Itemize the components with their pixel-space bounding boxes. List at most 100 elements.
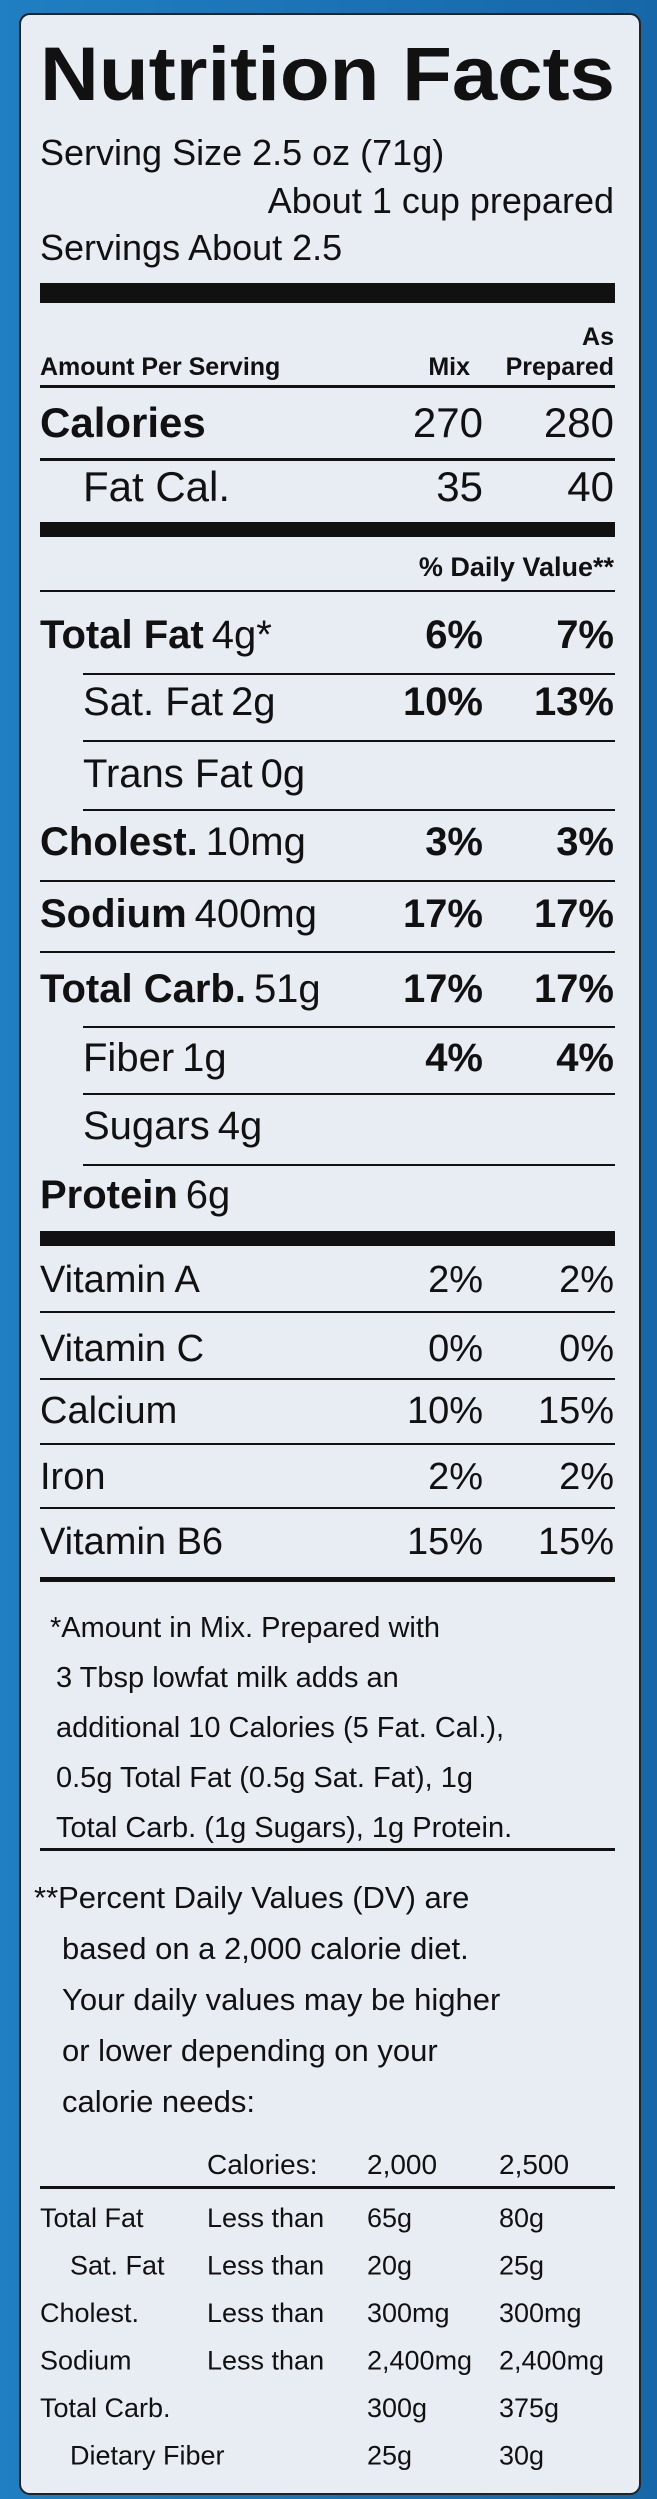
footnote-line: Your daily values may be higher xyxy=(62,1982,500,2017)
vitamin-mix: 2% xyxy=(428,1259,483,1301)
rule xyxy=(40,385,615,388)
rule xyxy=(40,1378,615,1380)
vitamin-mix: 10% xyxy=(407,1390,483,1432)
thick-rule xyxy=(40,283,615,303)
nutrient-name: Total Carb. xyxy=(40,967,246,1011)
nutrient-mix: 17% xyxy=(403,892,483,936)
nutrient-prepared: 17% xyxy=(534,892,614,936)
calorie-mix: 35 xyxy=(436,463,483,510)
nutrient-amount: 2g xyxy=(231,680,276,724)
footnote-line: *Amount in Mix. Prepared with xyxy=(50,1612,440,1644)
nutrient-mix: 3% xyxy=(425,820,483,864)
vitamin-name: Vitamin A xyxy=(40,1259,200,1301)
column-header: Mix xyxy=(428,353,470,381)
rule xyxy=(83,809,615,811)
calorie-mix: 270 xyxy=(413,399,483,446)
rule xyxy=(40,1507,615,1509)
nutrient-name: Sodium xyxy=(40,892,187,936)
footnote-line: additional 10 Calories (5 Fat. Cal.), xyxy=(56,1712,504,1744)
daily-value-header: % Daily Value** xyxy=(419,552,615,582)
nutrient-amount: 1g xyxy=(182,1036,227,1080)
nutrient-prepared: 7% xyxy=(556,613,614,657)
dv-cell: Less than xyxy=(207,2346,324,2376)
nutrient-name: Cholest. xyxy=(40,820,198,864)
nutrient-prepared: 4% xyxy=(556,1036,614,1080)
dv-cell: Less than xyxy=(207,2298,324,2328)
nutrient-amount: 51g xyxy=(254,967,321,1011)
nutrient-amount: 10mg xyxy=(206,820,306,864)
nutrient-mix: 4% xyxy=(425,1036,483,1080)
dv-cell: 30g xyxy=(499,2441,544,2471)
footnote-line: Total Carb. (1g Sugars), 1g Protein. xyxy=(56,1812,512,1844)
thick-rule xyxy=(40,1231,615,1246)
footnote-line: calorie needs: xyxy=(62,2084,255,2119)
column-header: Prepared xyxy=(506,353,614,381)
dv-cell: 80g xyxy=(499,2203,544,2233)
dv-cell: 375g xyxy=(499,2393,559,2423)
nutrient-mix: 6% xyxy=(425,613,483,657)
thick-rule xyxy=(40,1577,615,1582)
rule xyxy=(83,673,615,675)
nutrient-row: Sat. Fat 2g xyxy=(83,680,276,724)
nutrient-amount: 400mg xyxy=(195,892,317,936)
rule xyxy=(83,1026,615,1028)
thick-rule xyxy=(40,522,615,537)
nutrient-amount: 4g* xyxy=(212,613,272,657)
nutrient-row: Total Carb. 51g xyxy=(40,967,321,1011)
rule xyxy=(40,590,615,592)
dv-header: Calories: xyxy=(207,2149,317,2180)
dv-cell: 300mg xyxy=(499,2298,582,2328)
nutrient-row: Total Fat 4g* xyxy=(40,613,272,657)
vitamin-mix: 2% xyxy=(428,1456,483,1498)
footnote-line: 0.5g Total Fat (0.5g Sat. Fat), 1g xyxy=(56,1762,473,1794)
rule xyxy=(40,1443,615,1445)
dv-cell: Total Fat xyxy=(40,2203,144,2233)
vitamin-mix: 15% xyxy=(407,1521,483,1563)
rule xyxy=(40,951,615,953)
vitamin-name: Calcium xyxy=(40,1390,177,1432)
vitamin-name: Vitamin B6 xyxy=(40,1521,223,1563)
nutrient-row: Sodium 400mg xyxy=(40,892,317,936)
nutrient-mix: 10% xyxy=(403,680,483,724)
dv-header: 2,500 xyxy=(499,2149,569,2180)
footnote-line: 3 Tbsp lowfat milk adds an xyxy=(56,1662,399,1694)
nutrient-name: Total Fat xyxy=(40,613,204,657)
nutrient-amount: 0g xyxy=(261,752,306,796)
vitamin-prepared: 2% xyxy=(559,1456,614,1498)
nutrient-row: Protein 6g xyxy=(40,1173,230,1217)
nutrient-prepared: 13% xyxy=(534,680,614,724)
rule xyxy=(40,880,615,882)
rule xyxy=(83,740,615,742)
dv-cell: 25g xyxy=(499,2251,544,2281)
dv-cell: Cholest. xyxy=(40,2298,139,2328)
dv-cell: 2,400mg xyxy=(367,2346,472,2376)
nutrient-name: Trans Fat xyxy=(83,752,253,796)
title: Nutrition Facts xyxy=(40,32,615,117)
vitamin-prepared: 15% xyxy=(538,1390,614,1432)
nutrient-row: Trans Fat 0g xyxy=(83,752,305,796)
dv-cell: 65g xyxy=(367,2203,412,2233)
dv-cell: 20g xyxy=(367,2251,412,2281)
serving-note: About 1 cup prepared xyxy=(268,180,614,221)
vitamin-mix: 0% xyxy=(428,1328,483,1370)
dv-cell: Dietary Fiber xyxy=(70,2441,225,2471)
rule xyxy=(40,2186,615,2189)
vitamin-name: Vitamin C xyxy=(40,1328,204,1370)
nutrient-name: Fiber xyxy=(83,1036,174,1080)
footnote-line: **Percent Daily Values (DV) are xyxy=(34,1880,469,1915)
calorie-prepared: 40 xyxy=(567,463,614,510)
dv-cell: 2,400mg xyxy=(499,2346,604,2376)
rule xyxy=(40,1848,615,1851)
serving-size: Serving Size 2.5 oz (71g) xyxy=(40,132,444,173)
servings: Servings About 2.5 xyxy=(40,227,342,268)
dv-cell: Sodium xyxy=(40,2346,132,2376)
nutrient-row: Sugars 4g xyxy=(83,1104,262,1148)
label-panel xyxy=(19,13,641,2495)
footnote-line: or lower depending on your xyxy=(62,2033,438,2068)
nutrient-name: Sat. Fat xyxy=(83,680,223,724)
nutrient-name: Protein xyxy=(40,1173,178,1217)
dv-cell: 300mg xyxy=(367,2298,450,2328)
calorie-name: Calories xyxy=(40,399,206,446)
nutrient-mix: 17% xyxy=(403,967,483,1011)
vitamin-name: Iron xyxy=(40,1456,105,1498)
